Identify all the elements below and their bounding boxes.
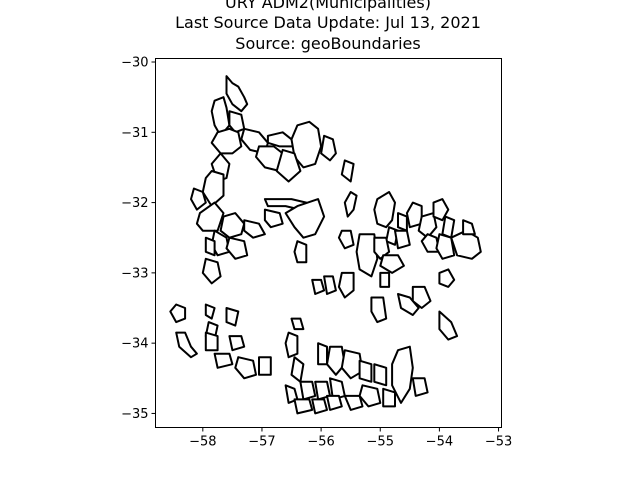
x-tick-label: −57 <box>248 435 275 450</box>
municipality-polygon <box>340 349 364 380</box>
y-tick-label: −34 <box>121 337 148 352</box>
municipality-polygon <box>210 127 243 155</box>
municipality-polygon <box>411 377 429 397</box>
municipality-polygon <box>293 398 314 415</box>
municipality-polygon <box>219 212 246 239</box>
municipality-polygons <box>169 75 482 415</box>
municipality-polygon <box>204 303 216 320</box>
y-tick-label: −31 <box>121 126 148 141</box>
municipality-polygon <box>311 398 328 415</box>
municipality-polygon <box>290 317 305 331</box>
municipality-polygon <box>263 208 284 229</box>
municipality-polygon <box>337 229 355 250</box>
y-tick-label: −33 <box>121 266 148 281</box>
municipality-polygon <box>213 352 234 369</box>
x-tick-label: −58 <box>189 435 216 450</box>
municipality-polygon <box>337 271 355 299</box>
municipality-polygon <box>225 307 240 327</box>
title-line-1: URY ADM2(Municipalities) <box>225 0 431 12</box>
municipality-polygon <box>293 240 308 264</box>
municipality-polygon <box>258 356 272 376</box>
municipality-polygon <box>438 310 459 341</box>
municipality-polygon <box>373 191 396 229</box>
municipality-polygon <box>420 233 441 253</box>
municipality-polygon <box>411 285 432 309</box>
municipality-polygon <box>397 212 408 232</box>
municipality-polygon <box>326 394 343 411</box>
municipality-polygon <box>243 219 266 239</box>
municipality-polygon <box>311 278 326 295</box>
municipality-polygon <box>234 356 257 380</box>
municipality-polygon <box>204 331 219 352</box>
y-tick-label: −32 <box>121 196 148 211</box>
municipality-polygon <box>438 268 456 288</box>
municipality-polygon <box>358 359 373 383</box>
municipality-polygon <box>195 201 225 232</box>
municipality-polygon <box>379 271 391 288</box>
x-tick-label: −53 <box>485 435 512 450</box>
municipality-polygon <box>462 219 476 236</box>
municipality-polygon <box>343 394 364 411</box>
municipality-polygon <box>175 331 198 359</box>
municipality-polygon <box>323 275 337 295</box>
municipality-polygon <box>284 198 326 239</box>
municipality-polygon <box>299 380 317 401</box>
municipality-polygon <box>355 233 379 278</box>
municipality-polygon <box>435 233 456 260</box>
municipality-polygon <box>340 159 355 183</box>
x-tick-label: −55 <box>367 435 394 450</box>
title-line-2: Last Source Data Update: Jul 13, 2021 <box>175 13 481 32</box>
axes-frame <box>155 58 502 428</box>
municipality-polygon <box>201 257 222 285</box>
municipality-polygon <box>394 229 411 250</box>
municipality-polygon <box>284 331 299 359</box>
y-tick-label: −35 <box>121 407 148 422</box>
municipality-polygon <box>228 335 246 352</box>
municipality-polygon <box>358 384 382 408</box>
municipality-polygon <box>343 191 358 218</box>
municipality-polygon <box>432 198 450 222</box>
municipality-polygon <box>373 363 388 387</box>
municipality-polygon <box>225 236 249 260</box>
municipality-polygon <box>275 148 302 183</box>
municipality-polygon <box>169 303 187 324</box>
municipality-polygon <box>290 120 323 169</box>
municipality-polygon <box>190 187 207 211</box>
municipality-polygon <box>397 293 420 316</box>
municipality-polygon <box>228 110 246 134</box>
municipality-polygon <box>326 345 346 376</box>
municipality-polygon <box>290 356 305 383</box>
x-tick-label: −56 <box>307 435 334 450</box>
municipality-polygon <box>320 134 337 162</box>
municipality-polygon <box>382 387 396 408</box>
municipality-polygon <box>417 212 438 239</box>
x-tick-label: −54 <box>426 435 453 450</box>
municipality-polygon <box>317 342 328 366</box>
municipality-polygon <box>225 75 249 113</box>
municipality-polygon <box>379 254 405 274</box>
axis-ticks: −58 −57 −56 −55 −54 −53 −30 −31 −32 −33 −34 −35 <box>121 56 512 450</box>
y-tick-label: −30 <box>121 56 148 71</box>
municipality-polygon <box>405 201 423 229</box>
municipality-polygon <box>370 296 388 324</box>
municipality-polygon <box>391 345 414 404</box>
title-line-3: Source: geoBoundaries <box>235 34 420 53</box>
municipality-polygon <box>204 236 216 257</box>
municipality-polygon <box>441 215 456 239</box>
